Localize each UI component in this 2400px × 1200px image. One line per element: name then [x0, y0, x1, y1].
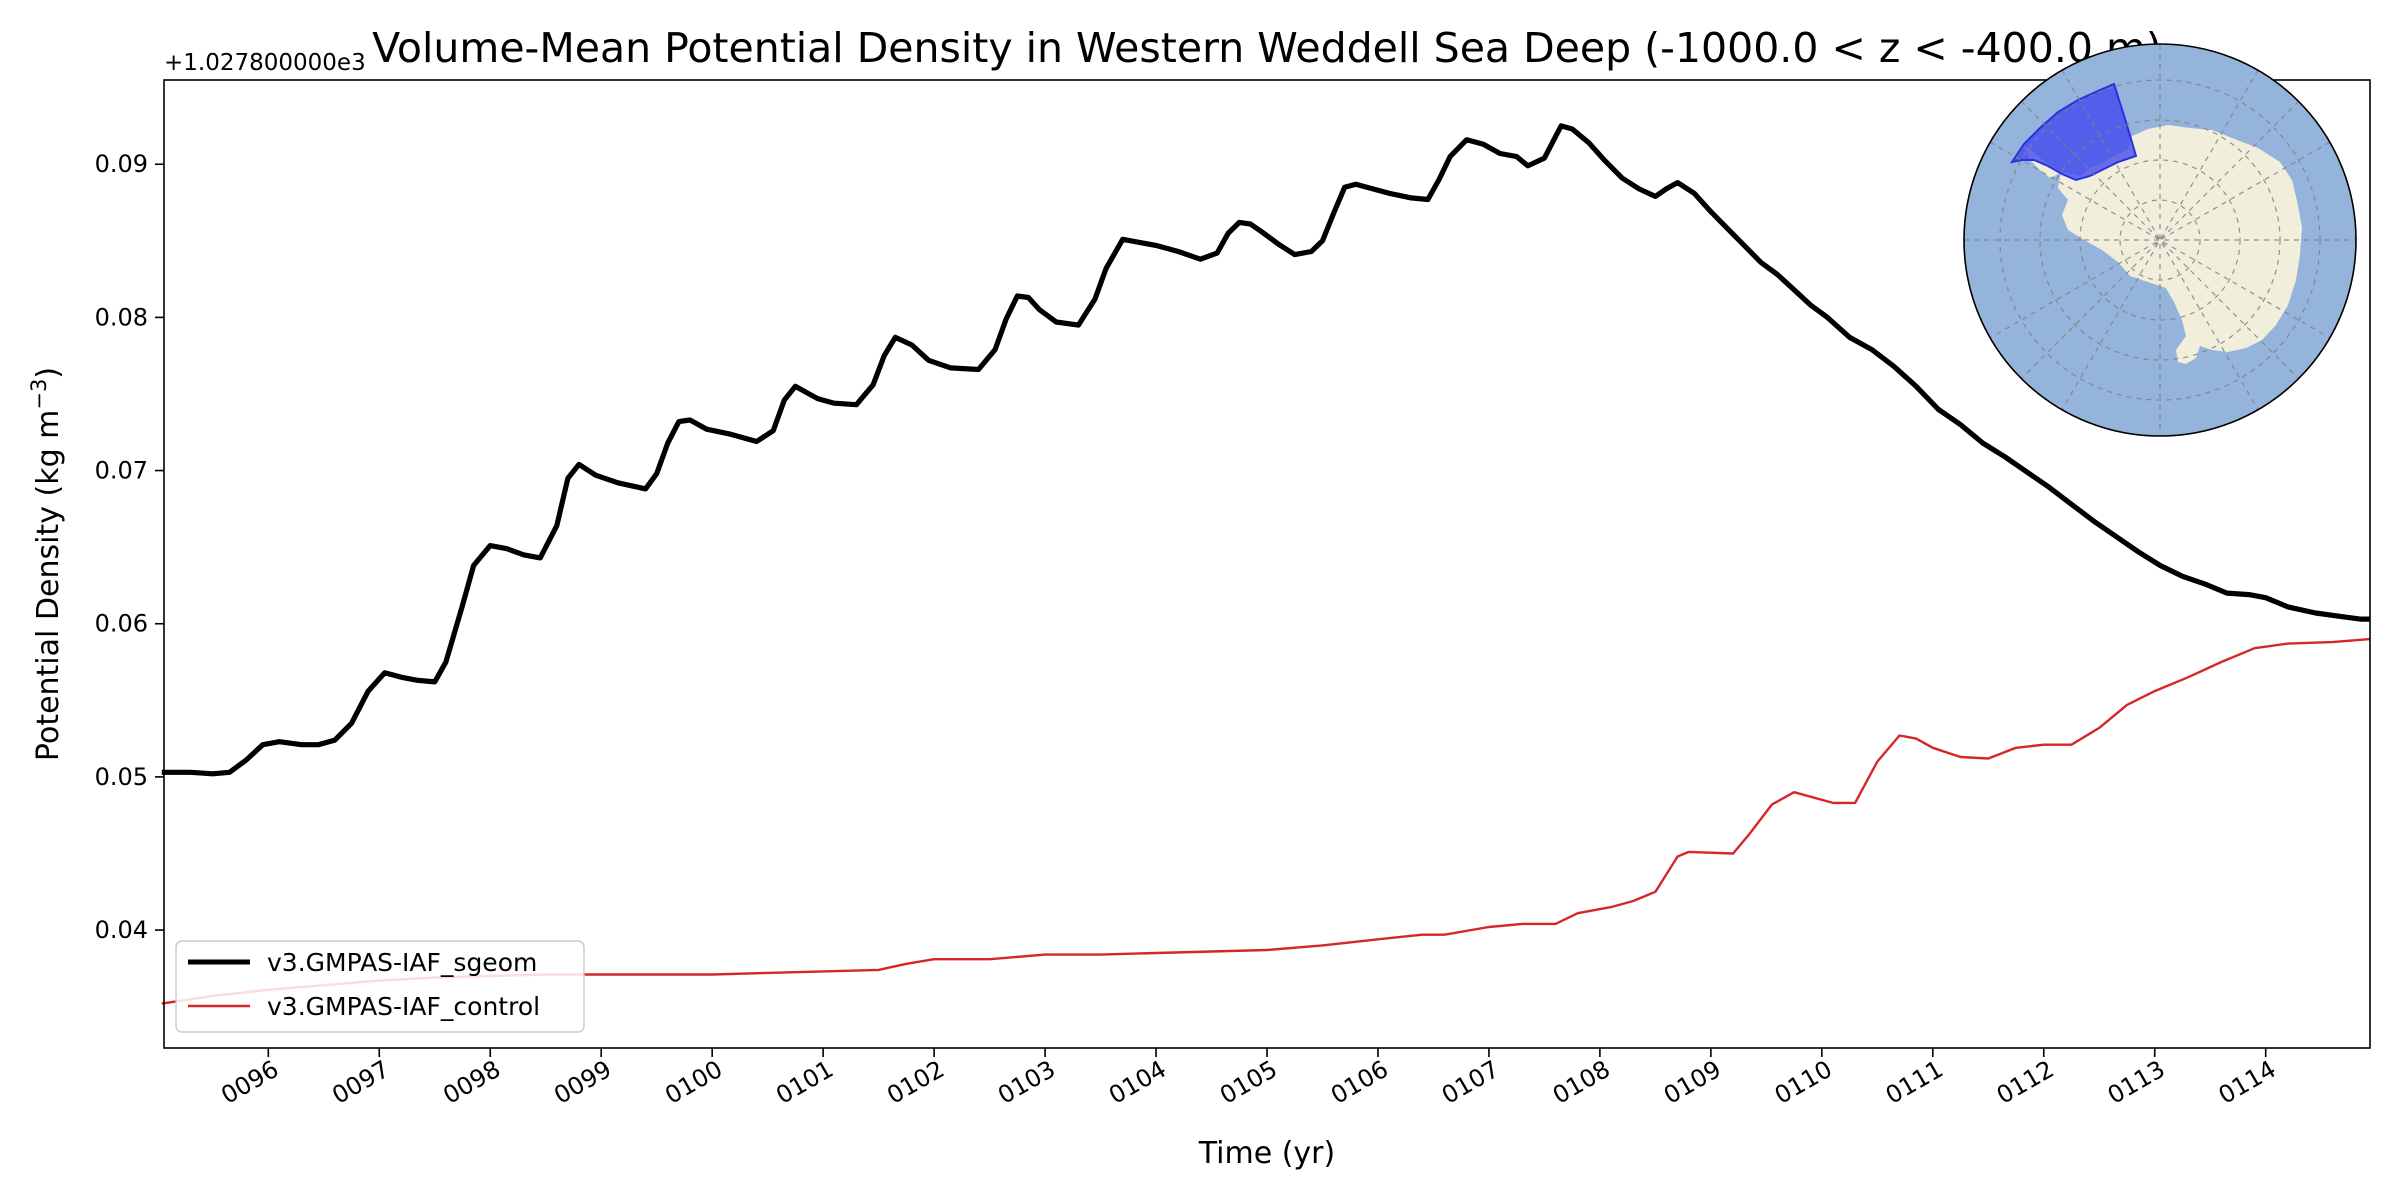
- x-tick-label: 0099: [549, 1055, 616, 1110]
- series-line-control: [161, 637, 2371, 1005]
- legend-label-sgeom: v3.GMPAS-IAF_sgeom: [267, 948, 537, 977]
- series-line-sgeom: [161, 123, 2370, 777]
- x-tick-label: 0098: [438, 1055, 505, 1110]
- x-tick-label: 0102: [882, 1055, 949, 1110]
- legend: v3.GMPAS-IAF_sgeom v3.GMPAS-IAF_control: [175, 940, 585, 1033]
- x-tick-label: 0110: [1770, 1055, 1837, 1110]
- x-tick-label: 0105: [1215, 1055, 1282, 1110]
- y-axis-label-main: Potential Density (kg m: [31, 410, 66, 761]
- x-tick-label: 0103: [993, 1055, 1060, 1110]
- series-layer: [161, 123, 2371, 1005]
- y-tick-label: 0.06: [95, 610, 148, 638]
- y-tick-label: 0.07: [95, 457, 148, 485]
- y-tick-label: 0.05: [95, 763, 148, 791]
- x-tick-label: 0108: [1548, 1055, 1615, 1110]
- x-tick-label: 0112: [1992, 1055, 2059, 1110]
- x-tick-label: 0106: [1326, 1055, 1393, 1110]
- x-tick-label: 0100: [660, 1055, 727, 1110]
- graticule: [1964, 44, 2356, 436]
- x-tick-label: 0113: [2103, 1055, 2170, 1110]
- inset-border: [1963, 43, 2357, 437]
- legend-box: [175, 940, 585, 1033]
- x-axis-label: Time (yr): [1198, 1136, 1335, 1171]
- chart-title: Volume-Mean Potential Density in Western…: [372, 24, 2162, 72]
- inset-map: [1963, 43, 2357, 437]
- y-axis-label-close: ): [31, 367, 66, 379]
- y-tick-label: 0.09: [95, 150, 148, 178]
- y-axis-label-exponent: −3: [27, 379, 51, 410]
- antarctica-landmass: [2058, 125, 2302, 364]
- offset-label: +1.027800000e3: [164, 50, 366, 76]
- x-tick-label: 0096: [216, 1055, 283, 1110]
- x-tick-label: 0097: [327, 1055, 394, 1110]
- y-tick-label: 0.08: [95, 303, 148, 331]
- x-tick-label: 0107: [1437, 1055, 1504, 1110]
- x-tick-label: 0111: [1881, 1055, 1948, 1110]
- x-tick-label: 0101: [771, 1055, 838, 1110]
- x-tick-label: 0114: [2214, 1055, 2281, 1110]
- weddell-region-highlight: [2009, 82, 2138, 182]
- x-tick-label: 0104: [1104, 1055, 1171, 1110]
- y-tick-label: 0.04: [95, 916, 148, 944]
- x-tick-label: 0109: [1659, 1055, 1726, 1110]
- legend-label-control: v3.GMPAS-IAF_control: [267, 992, 540, 1021]
- y-axis-label: Potential Density (kg m−3): [27, 367, 66, 761]
